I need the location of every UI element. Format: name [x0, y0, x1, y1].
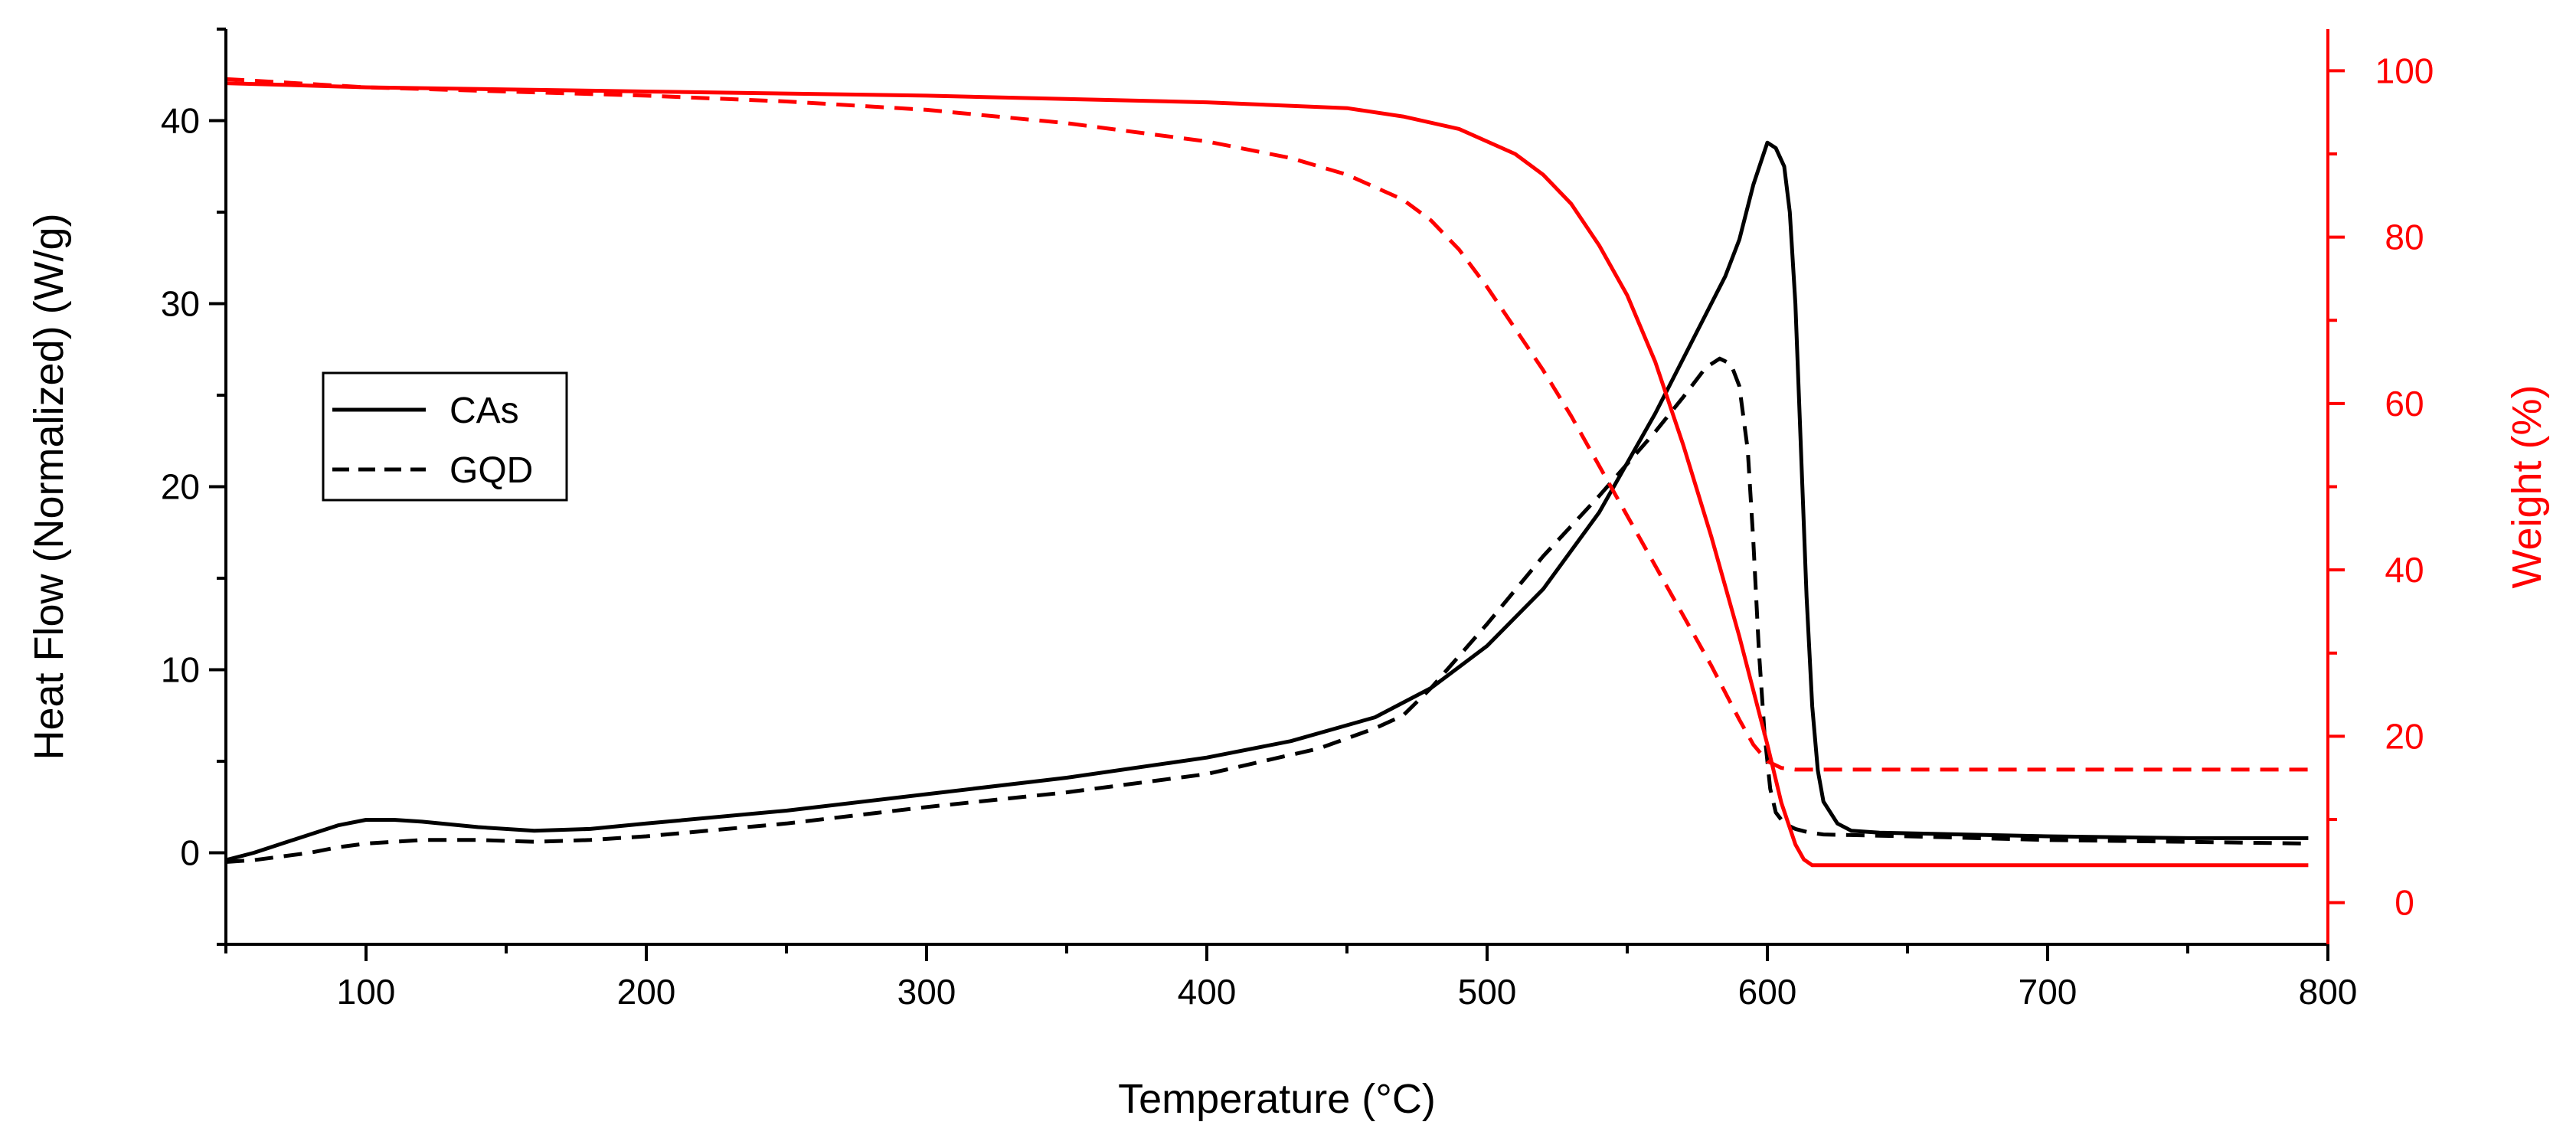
- series-layer: [225, 77, 2309, 868]
- x-tick-label: 200: [617, 972, 676, 1012]
- y-left-tick-label: 10: [161, 650, 200, 690]
- legend-label-cas: CAs: [449, 391, 519, 431]
- y-right-tick-label: 40: [2385, 550, 2424, 590]
- x-axis-title: Temperature (°C): [1118, 1076, 1436, 1122]
- y-right-tick-label: 60: [2385, 384, 2424, 424]
- x-tick-label: 500: [1458, 972, 1517, 1012]
- y-left-tick-label: 40: [161, 101, 200, 141]
- series-line-cas-weight: [225, 81, 2309, 868]
- legend-label-gqd: GQD: [449, 450, 533, 491]
- axes-layer: 100 200 300 400 500 600 700 8000102030400204060…: [26, 28, 2550, 1122]
- series-line-gqd-heat-flow: [225, 356, 2309, 864]
- x-tick-label: 300: [897, 972, 956, 1012]
- y-right-tick-label: 20: [2385, 716, 2424, 756]
- x-tick-label: 800: [2299, 972, 2358, 1012]
- x-tick-label: 600: [1738, 972, 1797, 1012]
- y-right-tick-label: 80: [2385, 217, 2424, 257]
- y-left-tick-label: 20: [161, 467, 200, 507]
- x-tick-label: 400: [1178, 972, 1237, 1012]
- y-right-tick-label: 0: [2395, 883, 2414, 923]
- y-right-tick-label: 100: [2375, 51, 2434, 90]
- series-line-gqd-weight: [225, 77, 2309, 772]
- y-left-tick-label: 0: [180, 833, 200, 873]
- legend: CAs GQD: [322, 371, 568, 502]
- series-line-cas-heat-flow: [225, 140, 2309, 862]
- x-tick-label: 100: [337, 972, 396, 1012]
- y-axis-right-title: Weight (%): [2504, 384, 2550, 588]
- y-axis-left-title: Heat Flow (Normalized) (W/g): [26, 213, 72, 760]
- legend-box: [322, 371, 568, 502]
- y-left-tick-label: 30: [161, 284, 200, 324]
- x-tick-label: 700: [2019, 972, 2077, 1012]
